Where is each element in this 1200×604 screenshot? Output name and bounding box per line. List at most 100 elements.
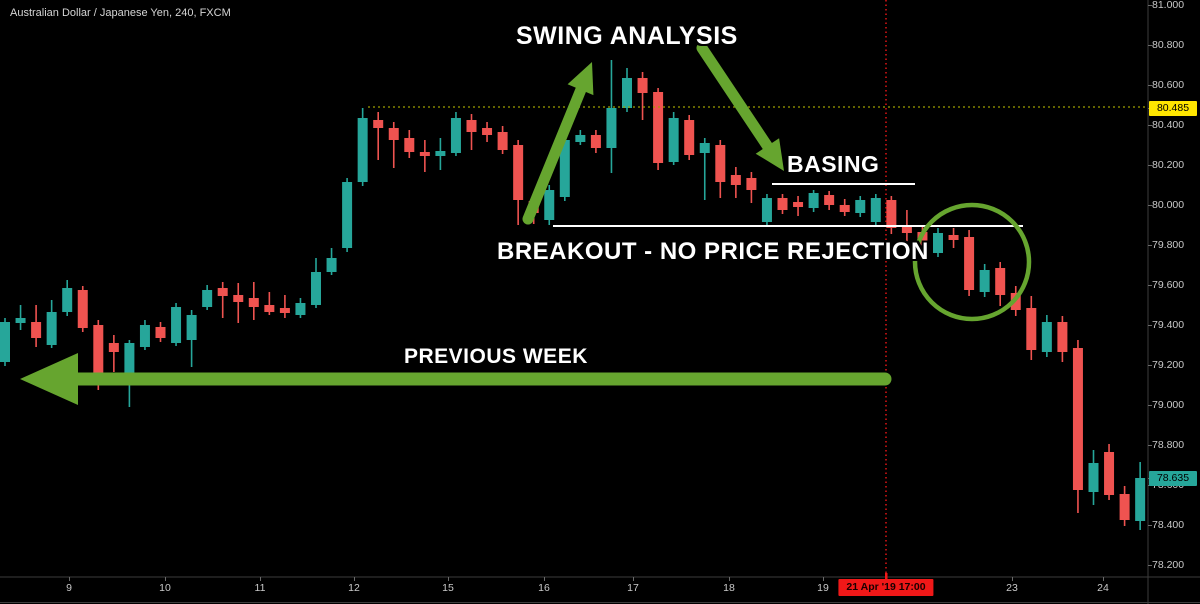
session-axis-tick (885, 573, 888, 580)
candle-body (933, 233, 943, 253)
price-label: 78.800 (1152, 438, 1185, 451)
candle-body (730, 175, 741, 185)
candle-body (684, 120, 695, 155)
candle-body (373, 120, 384, 128)
swing-up-arrow-shaft[interactable] (522, 81, 588, 225)
candle-body (590, 135, 601, 148)
candle-body (124, 343, 135, 380)
candle-body (824, 195, 835, 205)
candle-body (450, 118, 461, 153)
candle-body (155, 327, 166, 338)
candle-body (108, 343, 119, 352)
breakout-label[interactable]: BREAKOUT - NO PRICE REJECTION (497, 238, 929, 265)
candle-body (793, 202, 804, 207)
candle-body (62, 288, 73, 312)
time-label: 15 (442, 582, 454, 594)
price-tick (1148, 44, 1152, 46)
time-tick (448, 577, 449, 581)
candle-body (186, 315, 197, 340)
candle-body (575, 135, 586, 142)
price-label: 80.000 (1152, 198, 1185, 211)
candle-body (839, 205, 850, 212)
candle-body (326, 258, 337, 272)
candle-body (699, 143, 710, 153)
time-tick (544, 577, 545, 581)
candles-layer (0, 60, 1146, 530)
candle-body (653, 92, 664, 163)
candle-body (311, 272, 321, 305)
candle-body (482, 128, 493, 135)
candle-body (559, 140, 570, 197)
time-label: 17 (627, 582, 639, 594)
candle-body (279, 308, 290, 313)
basing-label[interactable]: BASING (787, 151, 880, 177)
price-label-highlighted: 80.485 (1149, 100, 1197, 116)
price-label: 79.600 (1152, 278, 1185, 291)
price-label: 80.400 (1152, 118, 1185, 131)
time-label: 19 (817, 582, 829, 594)
candle-body (295, 303, 306, 315)
price-tick (1148, 204, 1152, 206)
time-tick (354, 577, 355, 581)
candle-body (1104, 452, 1115, 495)
candle-body (217, 288, 228, 296)
candle-body (1088, 463, 1099, 492)
candle-body (855, 200, 866, 213)
candle-body (1119, 494, 1130, 520)
candle-body (606, 108, 617, 148)
price-label: 80.200 (1152, 158, 1185, 171)
candle-body (746, 178, 757, 190)
candle-body (777, 198, 788, 210)
candle-body (979, 270, 990, 292)
price-label-highlighted: 78.635 (1149, 470, 1197, 486)
candle-body (544, 190, 555, 220)
price-tick (1148, 364, 1152, 366)
candle-body (513, 145, 524, 200)
time-tick (165, 577, 166, 581)
price-tick (1148, 524, 1152, 526)
price-label: 79.400 (1152, 318, 1185, 331)
previous-week-label[interactable]: PREVIOUS WEEK (404, 345, 588, 368)
candle-body (995, 268, 1006, 295)
time-tick (1012, 577, 1013, 581)
price-tick (1148, 84, 1152, 86)
candle-body (139, 325, 150, 347)
time-label: 11 (254, 582, 266, 594)
candle-body (715, 145, 726, 182)
swing-analysis-label[interactable]: SWING ANALYSIS (516, 22, 738, 50)
candle-body (264, 305, 275, 312)
candle-body (357, 118, 368, 182)
price-label: 79.800 (1152, 238, 1185, 251)
candle-body (808, 193, 819, 208)
candle-body (202, 290, 213, 307)
candle-body (637, 78, 648, 93)
breakout-highlight-circle[interactable] (912, 202, 1032, 322)
candle-body (948, 235, 959, 240)
candle-body (77, 290, 88, 328)
time-tick (69, 577, 70, 581)
candle-body (964, 237, 975, 290)
price-label: 81.000 (1152, 0, 1185, 11)
candle-body (1026, 308, 1037, 350)
candle-body (171, 307, 182, 343)
candle-body (466, 120, 477, 132)
candle-body (870, 198, 881, 222)
candle-body (761, 198, 772, 222)
time-label: 16 (538, 582, 550, 594)
swing-down-arrow-shaft[interactable] (696, 42, 776, 156)
candle-body (901, 227, 912, 233)
price-tick (1148, 164, 1152, 166)
symbol-title[interactable]: Australian Dollar / Japanese Yen, 240, F… (10, 7, 231, 19)
candle-body (15, 318, 26, 323)
time-label: 24 (1097, 582, 1109, 594)
price-label: 78.400 (1152, 518, 1185, 531)
candle-body (31, 322, 42, 338)
candle-body (886, 200, 897, 228)
candle-body (1072, 348, 1083, 490)
candle-body (342, 182, 353, 248)
candle-body (668, 118, 679, 162)
price-tick (1148, 244, 1152, 246)
time-tick (260, 577, 261, 581)
